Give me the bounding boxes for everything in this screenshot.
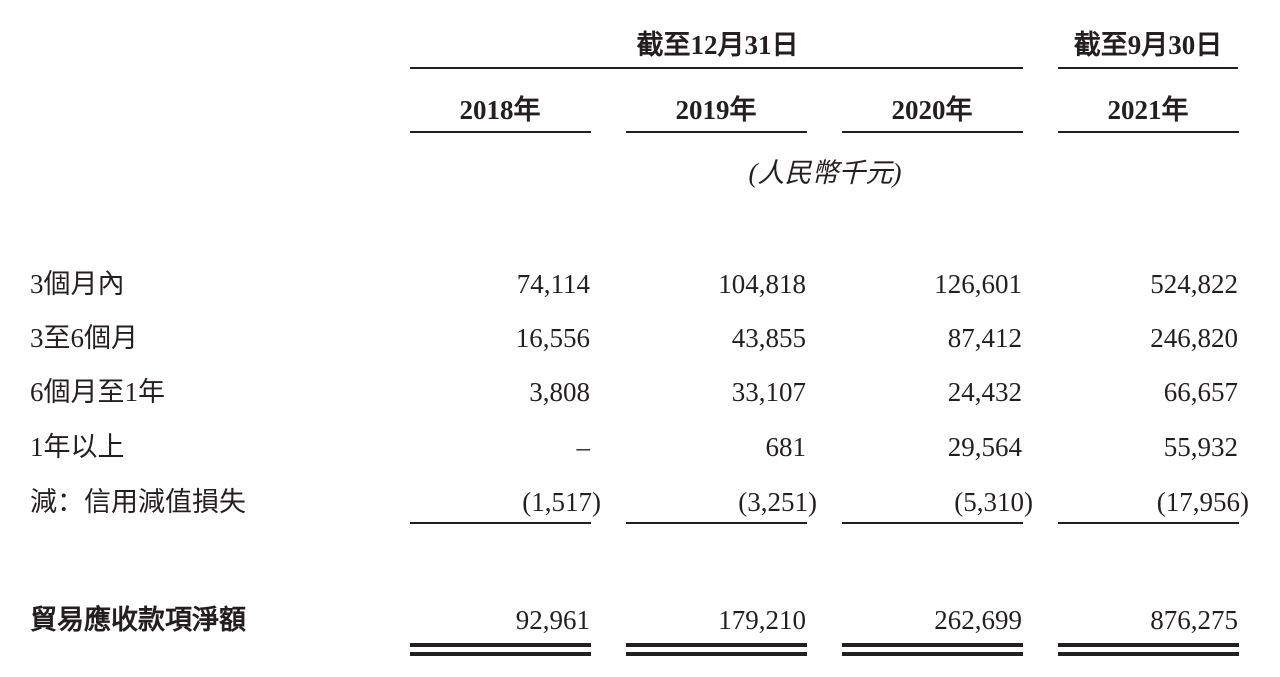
- rule: [410, 131, 591, 133]
- year-header: 2019年: [675, 95, 757, 125]
- cell: 24,432: [947, 377, 1022, 407]
- rule: [842, 652, 1023, 656]
- cell: (17,956): [1156, 487, 1249, 517]
- rule: [626, 652, 807, 656]
- cell: 3,808: [529, 377, 590, 407]
- rule: [1058, 522, 1239, 524]
- cell: 74,114: [516, 269, 590, 299]
- cell: 55,932: [1163, 432, 1238, 462]
- rule: [626, 643, 807, 647]
- cell: 246,820: [1150, 323, 1238, 353]
- rule: [1058, 67, 1238, 69]
- row-label: 3至6個月: [30, 323, 138, 353]
- total-label: 貿易應收款項淨額: [30, 605, 246, 635]
- rule: [842, 522, 1023, 524]
- rule: [842, 131, 1023, 133]
- rule: [1058, 652, 1239, 656]
- unit-label: (人民幣千元): [748, 158, 902, 188]
- group-header: 截至12月31日: [636, 30, 799, 60]
- cell: 104,818: [718, 269, 806, 299]
- year-header: 2020年: [891, 95, 973, 125]
- row-label: 減：信用減值損失: [30, 487, 246, 517]
- total-cell: 179,210: [718, 605, 806, 635]
- row-label: 3個月內: [30, 269, 125, 299]
- cell: (5,310): [954, 487, 1033, 517]
- cell: –: [576, 432, 591, 462]
- cell: 524,822: [1150, 269, 1238, 299]
- cell: (3,251): [738, 487, 817, 517]
- group-header: 截至9月30日: [1073, 30, 1223, 60]
- cell: 681: [765, 432, 807, 462]
- rule: [410, 522, 591, 524]
- rule: [1058, 131, 1239, 133]
- year-header: 2021年: [1107, 95, 1189, 125]
- rule: [410, 652, 591, 656]
- rule: [842, 643, 1023, 647]
- cell: 87,412: [947, 323, 1022, 353]
- rule: [410, 643, 591, 647]
- cell: 66,657: [1163, 377, 1238, 407]
- cell: 126,601: [934, 269, 1022, 299]
- rule: [626, 131, 807, 133]
- row-label: 6個月至1年: [30, 377, 165, 407]
- cell: 43,855: [731, 323, 806, 353]
- rule: [626, 522, 807, 524]
- cell: 29,564: [947, 432, 1022, 462]
- rule: [410, 67, 1023, 69]
- rule: [1058, 643, 1239, 647]
- cell: (1,517): [522, 487, 601, 517]
- cell: 16,556: [515, 323, 590, 353]
- row-label: 1年以上: [30, 432, 125, 462]
- cell: 33,107: [731, 377, 806, 407]
- total-cell: 262,699: [934, 605, 1022, 635]
- total-cell: 92,961: [515, 605, 590, 635]
- year-header: 2018年: [459, 95, 541, 125]
- total-cell: 876,275: [1150, 605, 1238, 635]
